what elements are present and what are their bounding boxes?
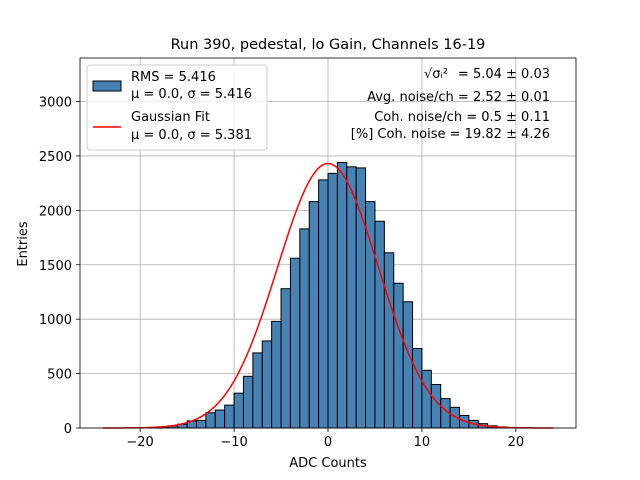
gaussian-fit-curve	[102, 162, 554, 429]
annotation-avg-noise: Avg. noise/ch = 2.52 ± 0.01	[367, 90, 550, 105]
histogram-bar	[224, 404, 235, 429]
y-tick-label: 3000	[39, 96, 72, 111]
y-tick-label: 2000	[39, 204, 72, 219]
x-tick-label: −20	[126, 435, 153, 450]
histogram-bars	[130, 161, 536, 429]
histogram-bar	[299, 228, 310, 429]
histogram-bar	[421, 369, 432, 429]
legend-fit-sublabel: μ = 0.0, σ = 5.381	[131, 128, 252, 143]
histogram-bar	[393, 282, 404, 429]
legend-histogram-sublabel: μ = 0.0, σ = 5.416	[131, 87, 252, 102]
histogram-bar	[289, 257, 301, 429]
chart-title: Run 390, pedestal, lo Gain, Channels 16-…	[171, 37, 486, 53]
histogram-bar	[280, 288, 291, 429]
legend-box	[86, 64, 268, 151]
histogram-bar	[252, 352, 263, 429]
legend-fit-label: Gaussian Fit	[131, 110, 210, 125]
histogram-bar	[242, 375, 254, 429]
legend-histogram-label: RMS = 5.416	[131, 70, 216, 85]
histogram-bar	[365, 201, 376, 429]
y-tick-label: 2500	[39, 150, 72, 165]
x-tick-label: −10	[220, 435, 247, 450]
annotation-sigma-label: √σᵢ²	[424, 67, 448, 82]
histogram-bar	[412, 348, 423, 429]
histogram-bar	[383, 252, 395, 429]
annotation-coh-noise: Coh. noise/ch = 0.5 ± 0.11	[374, 110, 550, 125]
annotation-coh-noise-percent: [%] Coh. noise = 19.82 ± 4.26	[351, 127, 550, 142]
histogram-bar	[346, 166, 357, 429]
x-tick-label: 10	[414, 435, 431, 450]
histogram-bar	[430, 383, 442, 429]
y-tick-label: 500	[47, 368, 72, 383]
histogram-bar	[261, 340, 273, 429]
histogram-bar	[205, 412, 216, 429]
histogram-bar	[336, 161, 348, 429]
histogram-bar	[374, 220, 385, 429]
histogram-bar	[195, 419, 207, 429]
y-axis-label: Entries	[16, 221, 31, 267]
legend-histogram-swatch	[92, 80, 122, 92]
histogram-bar	[214, 409, 226, 429]
histogram-bar	[233, 392, 244, 429]
histogram-bar	[271, 320, 282, 429]
y-tick-label: 1500	[39, 259, 72, 274]
histogram-bar	[327, 172, 338, 429]
y-tick-label: 0	[64, 422, 72, 437]
annotation-sigma-value: = 5.04 ± 0.03	[458, 67, 550, 82]
noise-annotations: √σᵢ² = 5.04 ± 0.03 Avg. noise/ch = 2.52 …	[351, 67, 550, 142]
histogram-bar	[318, 179, 329, 429]
legend: RMS = 5.416 μ = 0.0, σ = 5.416 Gaussian …	[86, 64, 268, 151]
x-axis-label: ADC Counts	[289, 456, 367, 471]
y-tick-label: 1000	[39, 313, 72, 328]
axis-ticks: −20 −10 0 10 20 0 500 1000 1500 2000 2500 3000	[39, 96, 524, 450]
histogram-bar	[402, 301, 414, 429]
x-tick-label: 0	[324, 435, 332, 450]
histogram-bar	[308, 201, 320, 429]
x-tick-label: 20	[508, 435, 525, 450]
